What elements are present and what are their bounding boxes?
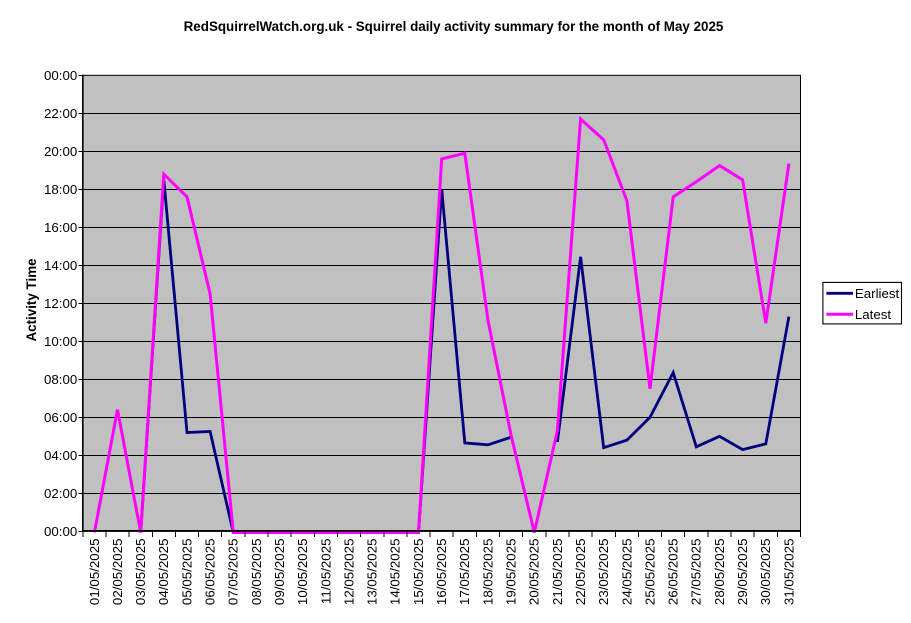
svg-text:16/05/2025: 16/05/2025 (434, 539, 449, 606)
svg-text:07/05/2025: 07/05/2025 (226, 539, 241, 606)
svg-text:11/05/2025: 11/05/2025 (318, 539, 333, 605)
svg-text:10/05/2025: 10/05/2025 (295, 539, 310, 606)
svg-text:12:00: 12:00 (44, 296, 77, 311)
svg-text:04:00: 04:00 (44, 448, 77, 463)
svg-text:24/05/2025: 24/05/2025 (619, 539, 634, 606)
svg-text:20/05/2025: 20/05/2025 (527, 539, 542, 606)
svg-text:18/05/2025: 18/05/2025 (480, 539, 495, 606)
svg-text:14:00: 14:00 (44, 258, 77, 273)
svg-text:02:00: 02:00 (44, 486, 77, 501)
svg-text:13/05/2025: 13/05/2025 (365, 539, 380, 606)
svg-text:08/05/2025: 08/05/2025 (249, 539, 264, 606)
svg-text:26/05/2025: 26/05/2025 (666, 539, 681, 606)
svg-text:25/05/2025: 25/05/2025 (642, 539, 657, 606)
svg-text:28/05/2025: 28/05/2025 (712, 539, 727, 606)
svg-text:03/05/2025: 03/05/2025 (133, 539, 148, 606)
svg-text:06:00: 06:00 (44, 410, 77, 425)
svg-text:27/05/2025: 27/05/2025 (689, 539, 704, 606)
svg-text:17/05/2025: 17/05/2025 (457, 539, 472, 606)
svg-text:06/05/2025: 06/05/2025 (203, 539, 218, 606)
svg-text:10:00: 10:00 (44, 334, 77, 349)
svg-text:12/05/2025: 12/05/2025 (341, 539, 356, 606)
svg-text:18:00: 18:00 (44, 182, 77, 197)
svg-text:15/05/2025: 15/05/2025 (411, 539, 426, 606)
svg-text:00:00: 00:00 (44, 68, 77, 83)
svg-text:09/05/2025: 09/05/2025 (272, 539, 287, 606)
svg-text:08:00: 08:00 (44, 372, 77, 387)
svg-text:16:00: 16:00 (44, 220, 77, 235)
svg-text:23/05/2025: 23/05/2025 (596, 539, 611, 606)
svg-text:RedSquirrelWatch.org.uk - Squi: RedSquirrelWatch.org.uk - Squirrel daily… (184, 19, 724, 34)
svg-text:20:00: 20:00 (44, 144, 77, 159)
svg-text:22/05/2025: 22/05/2025 (573, 539, 588, 606)
svg-text:00:00: 00:00 (44, 524, 77, 539)
svg-text:19/05/2025: 19/05/2025 (504, 539, 519, 606)
svg-text:01/05/2025: 01/05/2025 (87, 539, 102, 606)
svg-text:29/05/2025: 29/05/2025 (735, 539, 750, 606)
svg-text:Latest: Latest (855, 307, 892, 322)
svg-text:14/05/2025: 14/05/2025 (388, 539, 403, 606)
svg-text:30/05/2025: 30/05/2025 (758, 539, 773, 606)
svg-text:05/05/2025: 05/05/2025 (179, 539, 194, 606)
svg-text:Activity Time: Activity Time (24, 258, 39, 341)
svg-text:02/05/2025: 02/05/2025 (110, 539, 125, 606)
svg-text:Earliest: Earliest (855, 286, 900, 301)
svg-text:22:00: 22:00 (44, 106, 77, 121)
svg-text:31/05/2025: 31/05/2025 (781, 539, 796, 606)
svg-text:21/05/2025: 21/05/2025 (550, 539, 565, 606)
svg-text:04/05/2025: 04/05/2025 (156, 539, 171, 606)
